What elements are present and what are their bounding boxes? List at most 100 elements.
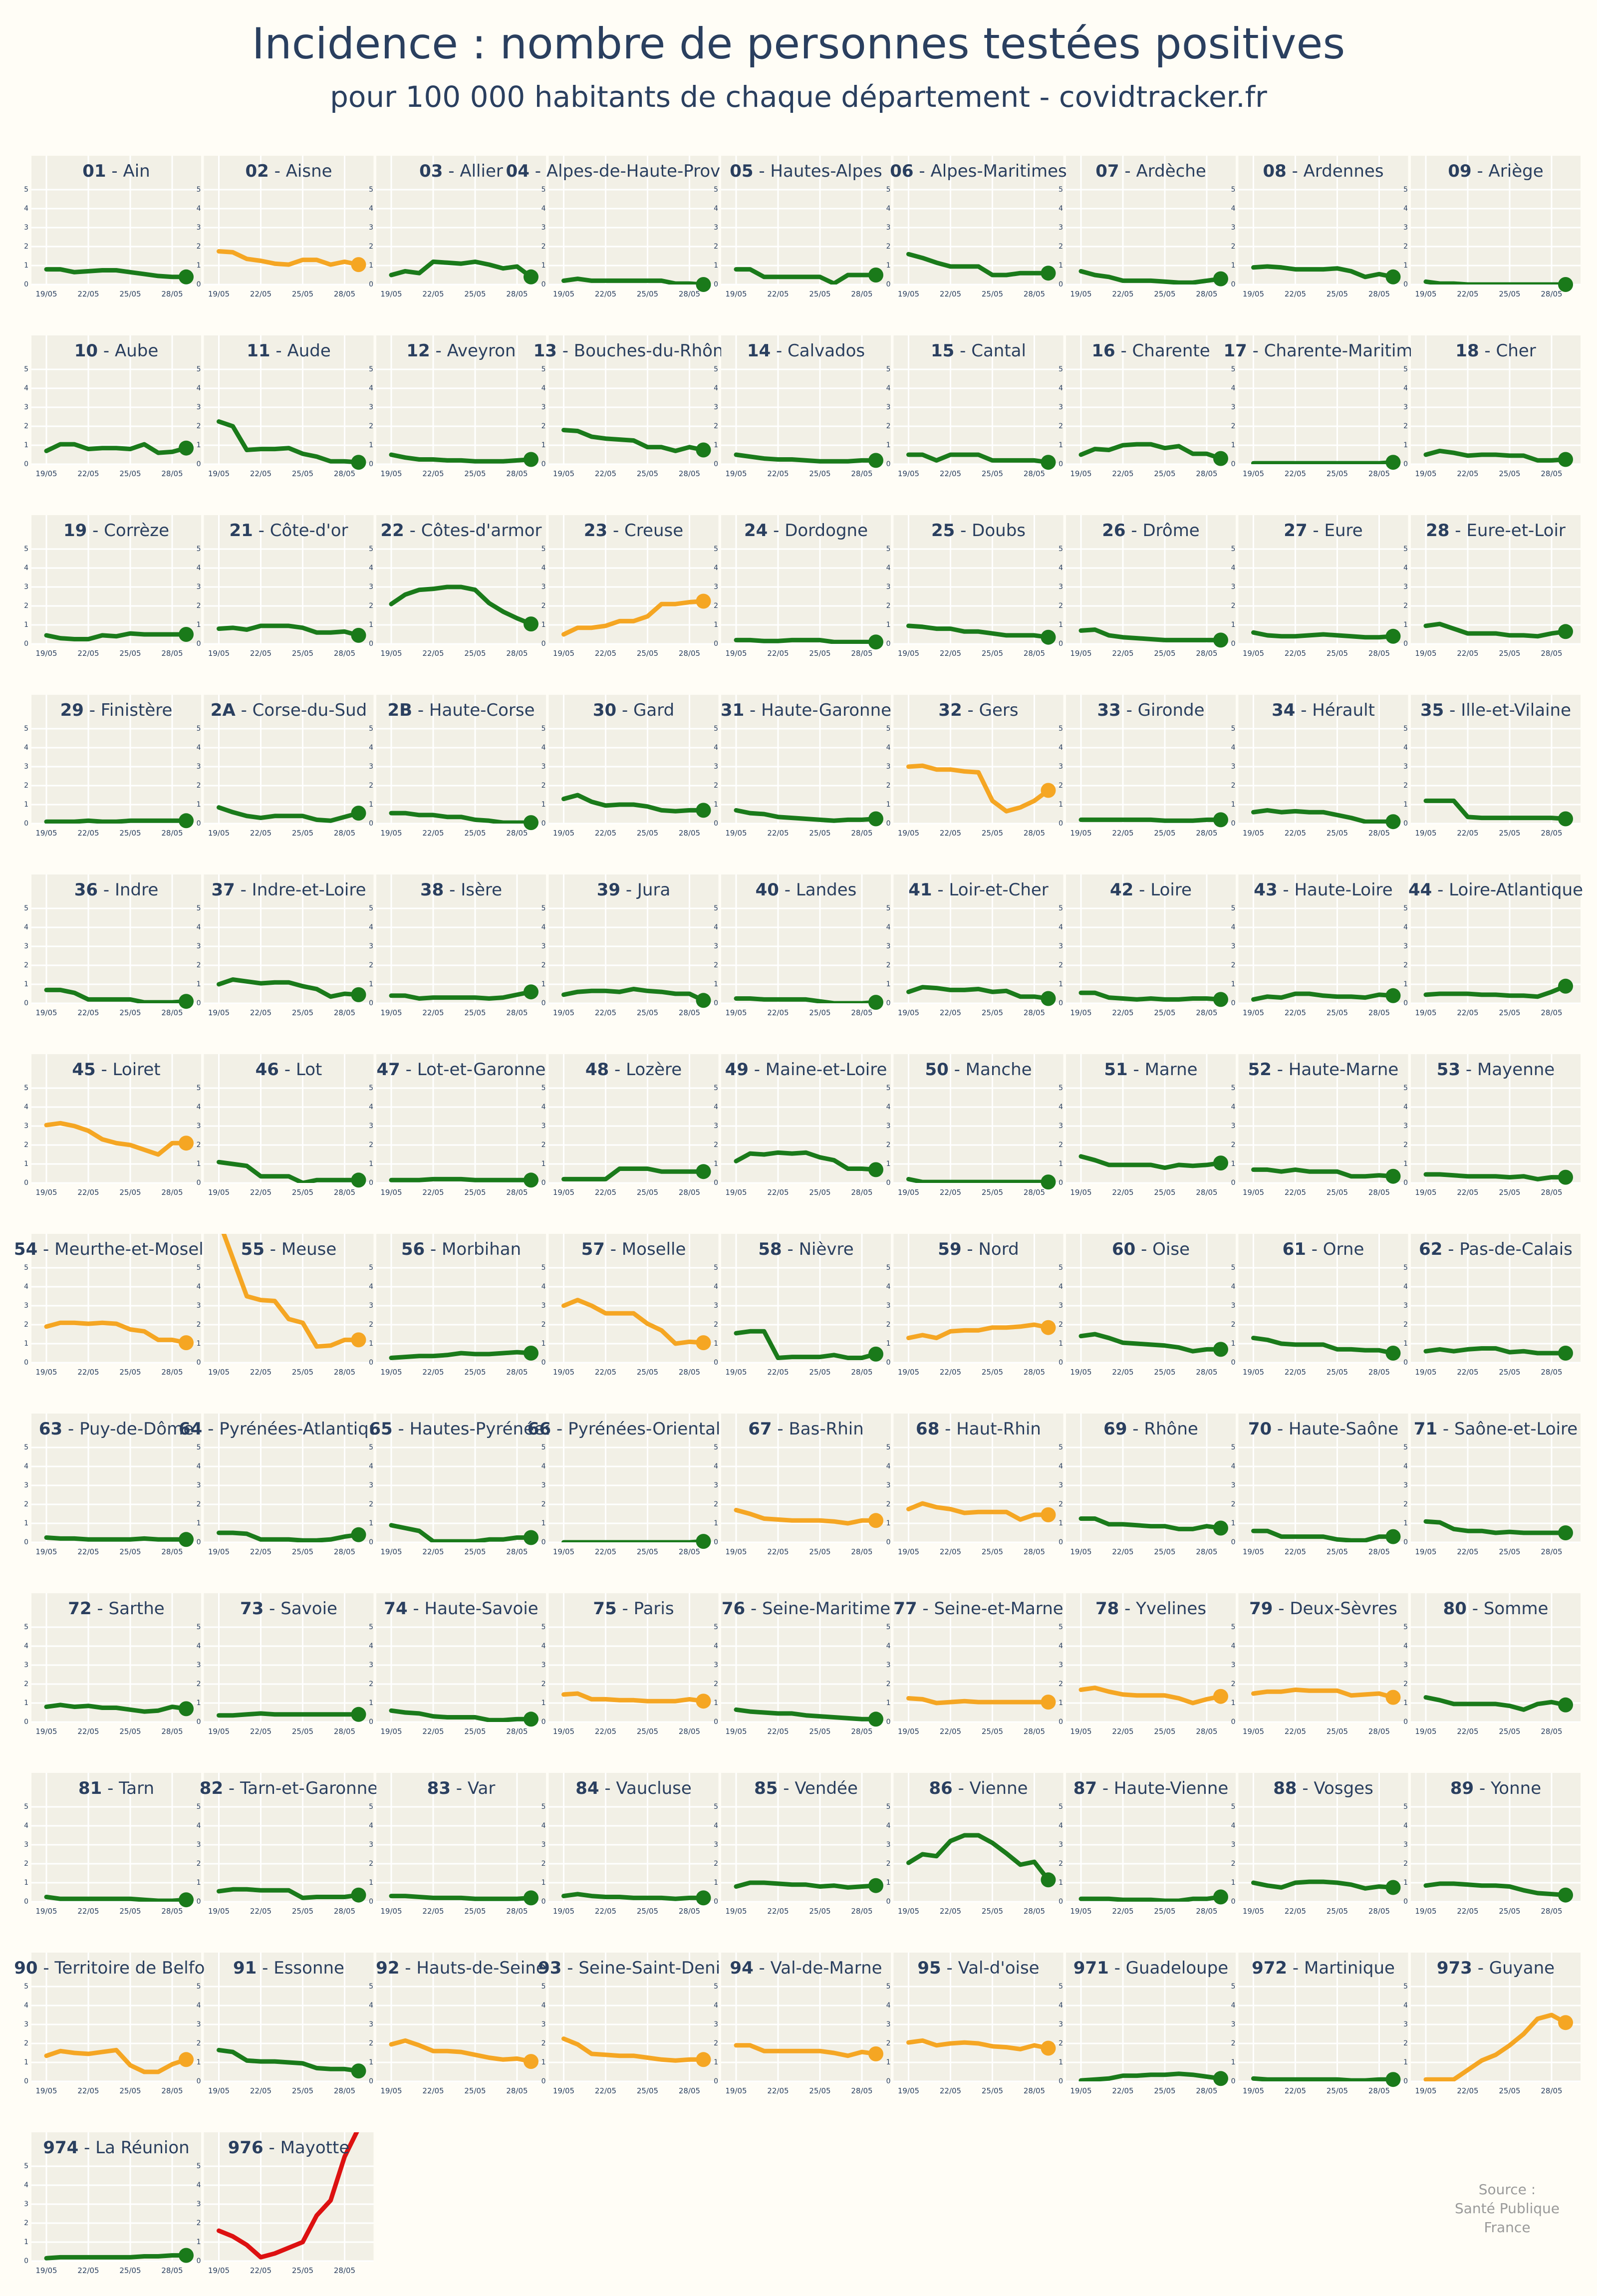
x-tick-label: 25/05 [1154, 829, 1175, 838]
series-line [44, 267, 189, 280]
department-name: - Val-de-Marne [754, 1958, 882, 1978]
y-tick-label: 5 [541, 1803, 546, 1811]
department-name: - Guyane [1472, 1958, 1555, 1978]
x-tick-label: 19/05 [380, 289, 402, 298]
y-tick-label: 2 [24, 602, 28, 610]
y-tick-label: 0 [1403, 1359, 1408, 1367]
x-tick-label: 22/05 [1112, 289, 1133, 298]
x-tick-label: 22/05 [77, 2266, 99, 2275]
department-name: - Paris [617, 1599, 674, 1619]
series-line [906, 623, 1051, 640]
x-tick-label: 19/05 [35, 1188, 57, 1197]
y-tick-label: 5 [24, 1623, 28, 1631]
y-tick-label: 2 [886, 422, 891, 430]
last-value-marker [351, 455, 366, 470]
department-name: - Guadeloupe [1109, 1958, 1228, 1978]
x-tick-label: 25/05 [637, 829, 658, 838]
last-value-marker [868, 453, 883, 468]
y-tick-label: 3 [714, 1122, 718, 1130]
x-tick-label: 22/05 [1112, 1188, 1133, 1197]
x-tick-label: 25/05 [1154, 2086, 1175, 2095]
x-tick-label: 22/05 [1457, 2086, 1478, 2095]
y-tick-label: 2 [541, 1500, 546, 1508]
department-name: - Eure-et-Loir [1449, 521, 1565, 541]
y-tick-label: 1 [886, 1879, 891, 1887]
y-tick-label: 3 [1059, 1661, 1063, 1669]
x-tick-label: 22/05 [940, 1368, 961, 1377]
department-code: 32 [938, 700, 962, 720]
x-tick-label: 28/05 [1368, 649, 1390, 658]
panel-title: 33 - Gironde [1097, 700, 1204, 720]
y-tick-label: 2 [1231, 2039, 1236, 2047]
y-tick-label: 5 [1403, 186, 1408, 194]
series-line [734, 1329, 878, 1360]
y-tick-label: 4 [541, 564, 546, 572]
y-tick-label: 1 [197, 1340, 201, 1348]
y-tick-label: 1 [541, 1879, 546, 1887]
series-line [906, 985, 1051, 1001]
department-name: - Yvelines [1119, 1599, 1206, 1619]
y-tick-label: 2 [197, 243, 201, 251]
department-name: - Ardennes [1287, 161, 1384, 181]
y-tick-label: 3 [369, 583, 373, 591]
panel-title: 75 - Paris [593, 1599, 674, 1619]
y-tick-label: 4 [886, 1822, 891, 1830]
department-name: - Lot-et-Garonne [400, 1060, 546, 1080]
x-tick-label: 25/05 [1154, 1907, 1175, 1916]
y-tick-label: 0 [714, 999, 718, 1007]
department-code: 22 [380, 521, 404, 541]
series-line [1078, 990, 1223, 1002]
department-name: - Doubs [955, 521, 1026, 541]
x-tick-label: 28/05 [161, 1727, 183, 1736]
last-value-marker [524, 2054, 538, 2069]
y-tick-label: 3 [541, 1481, 546, 1489]
y-tick-label: 1 [197, 1879, 201, 1887]
series-line [734, 996, 878, 1003]
department-code: 63 [39, 1419, 62, 1439]
x-tick-label: 22/05 [595, 829, 616, 838]
department-name: - Hautes-Alpes [754, 161, 882, 181]
x-tick-label: 19/05 [1415, 1547, 1436, 1556]
y-tick-label: 3 [714, 942, 718, 950]
y-tick-label: 4 [886, 1642, 891, 1650]
last-value-marker [1041, 629, 1056, 645]
y-tick-label: 5 [541, 904, 546, 912]
series-line [1423, 1172, 1568, 1181]
department-name: - Nièvre [782, 1239, 854, 1259]
y-tick-label: 0 [1231, 640, 1236, 648]
x-tick-label: 22/05 [1457, 649, 1478, 658]
panel-title: 72 - Sarthe [68, 1599, 164, 1619]
last-value-marker [524, 616, 538, 632]
x-tick-label: 25/05 [1154, 1547, 1175, 1556]
series-line [561, 1166, 706, 1181]
y-tick-label: 5 [541, 1084, 546, 1092]
x-tick-label: 28/05 [334, 1727, 355, 1736]
department-code: 37 [211, 880, 235, 900]
series-line [1423, 984, 1568, 999]
y-tick-label: 2 [886, 1321, 891, 1329]
y-tick-label: 4 [369, 923, 373, 931]
x-tick-label: 19/05 [1415, 649, 1436, 658]
y-tick-label: 1 [369, 1699, 373, 1707]
y-tick-label: 1 [1059, 441, 1063, 449]
y-tick-label: 2 [886, 1860, 891, 1868]
y-tick-label: 5 [886, 1983, 891, 1991]
x-tick-label: 22/05 [250, 1008, 271, 1017]
y-tick-label: 3 [541, 403, 546, 411]
y-tick-label: 0 [197, 1179, 201, 1187]
y-tick-label: 1 [197, 2058, 201, 2066]
x-tick-label: 19/05 [208, 829, 230, 838]
y-tick-label: 4 [1231, 1462, 1236, 1470]
y-tick-label: 0 [714, 1538, 718, 1546]
y-tick-label: 3 [369, 942, 373, 950]
panel-title: 55 - Meuse [241, 1239, 337, 1259]
y-tick-label: 5 [24, 1983, 28, 1991]
